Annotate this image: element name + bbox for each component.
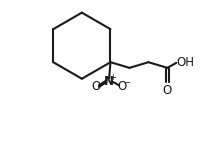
Text: N: N <box>104 75 114 88</box>
Text: OH: OH <box>177 56 195 69</box>
Text: O: O <box>117 80 127 93</box>
Text: O: O <box>91 80 100 93</box>
Text: +: + <box>110 73 116 82</box>
Text: −: − <box>123 78 130 87</box>
Text: O: O <box>163 84 172 97</box>
